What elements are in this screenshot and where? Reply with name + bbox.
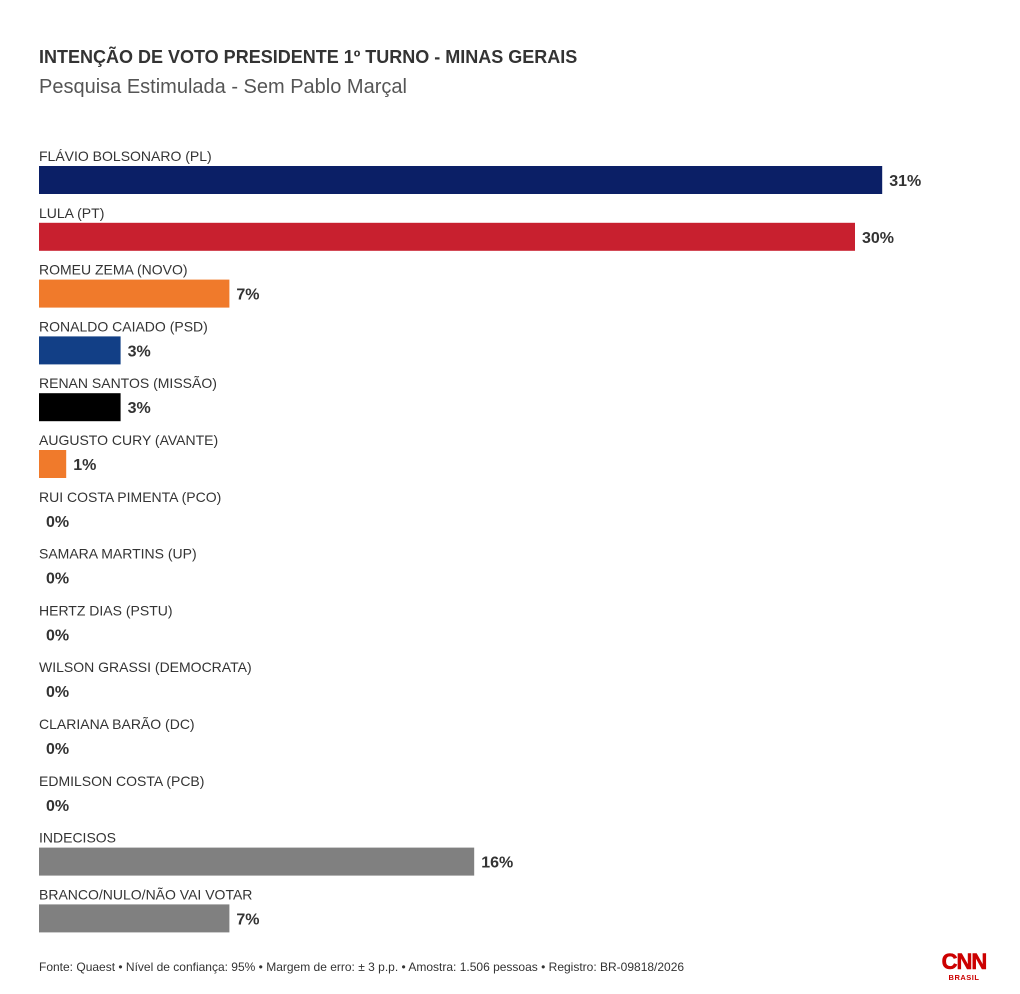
category-label: LULA (PT) [39,205,104,221]
category-label: INDECISOS [39,830,116,846]
bar-chart: FLÁVIO BOLSONARO (PL) 31% LULA (PT) 30% ROME… [39,148,921,933]
value-label: 1% [73,457,96,474]
bar [39,336,121,365]
source-footer: Fonte: Quaest • Nível de confiança: 95% … [39,960,685,974]
value-label: 7% [236,287,259,304]
svg-text:CNN: CNN [942,949,987,974]
category-label: ROMEU ZEMA (NOVO) [39,262,188,278]
value-label: 3% [128,343,151,360]
chart-title: INTENÇÃO DE VOTO PRESIDENTE 1º TURNO - M… [39,47,578,67]
category-label: BRANCO/NULO/NÃO VAI VOTAR [39,886,252,902]
category-label: HERTZ DIAS (PSTU) [39,602,173,618]
value-label: 0% [46,571,69,588]
value-label: 0% [46,514,69,531]
value-label: 7% [236,911,259,928]
cnn-brasil-logo: CNN BRASIL [941,949,987,982]
bar [39,393,121,422]
value-label: 0% [46,627,69,644]
value-label: 0% [46,684,69,701]
svg-text:BRASIL: BRASIL [949,973,980,982]
value-label: 16% [481,855,513,872]
category-label: RONALDO CAIADO (PSD) [39,318,208,334]
category-label: EDMILSON COSTA (PCB) [39,773,204,789]
category-label: AUGUSTO CURY (AVANTE) [39,432,218,448]
chart-subtitle: Pesquisa Estimulada - Sem Pablo Marçal [39,76,407,98]
value-label: 31% [889,173,921,190]
category-label: SAMARA MARTINS (UP) [39,546,197,562]
value-label: 3% [128,400,151,417]
bar [39,279,230,308]
category-label: RENAN SANTOS (MISSÃO) [39,375,217,391]
value-label: 0% [46,798,69,815]
value-label: 0% [46,741,69,758]
category-label: RUI COSTA PIMENTA (PCO) [39,489,221,505]
bar [39,222,855,251]
bar [39,450,67,478]
category-label: WILSON GRASSI (DEMOCRATA) [39,659,252,675]
bar [39,166,883,194]
bar [39,904,230,933]
category-label: CLARIANA BARÃO (DC) [39,716,195,732]
value-label: 30% [862,230,894,247]
bar [39,847,475,876]
category-label: FLÁVIO BOLSONARO (PL) [39,148,212,164]
